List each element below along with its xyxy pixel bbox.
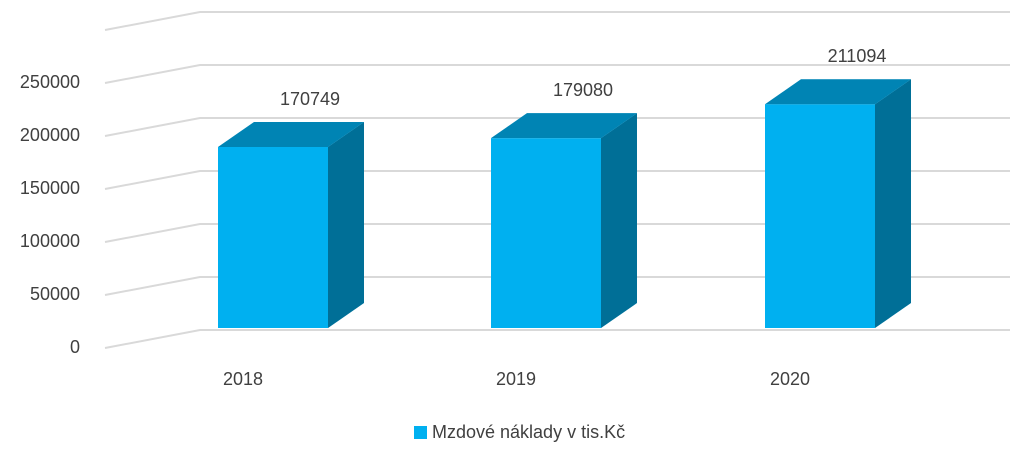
bar-top-shade xyxy=(765,79,911,105)
x-tick-label: 2018 xyxy=(223,369,263,389)
y-tick-label: 200000 xyxy=(20,125,80,145)
bar-side xyxy=(875,79,911,328)
bar-side xyxy=(601,113,637,328)
data-label: 179080 xyxy=(553,80,613,100)
x-tick-label: 2019 xyxy=(496,369,536,389)
y-tick-label: 100000 xyxy=(20,231,80,251)
data-label: 170749 xyxy=(280,89,340,109)
bar-side xyxy=(328,122,364,328)
bar-side-shade xyxy=(328,122,364,328)
bar-top xyxy=(765,79,911,105)
legend-swatch xyxy=(414,426,427,439)
x-tick-label: 2020 xyxy=(770,369,810,389)
bar-top xyxy=(491,113,637,139)
bar-side-shade xyxy=(875,79,911,328)
y-tick-label: 250000 xyxy=(20,72,80,92)
bar xyxy=(765,104,875,328)
grid-line xyxy=(104,170,1010,190)
bar xyxy=(218,147,328,328)
grid-line xyxy=(104,223,1010,243)
grid-line xyxy=(104,329,1010,349)
grid-line xyxy=(104,64,1010,84)
data-label: 211094 xyxy=(828,46,887,66)
bar-top xyxy=(218,122,364,148)
y-tick-label: 50000 xyxy=(30,284,80,304)
legend-label: Mzdové náklady v tis.Kč xyxy=(432,422,625,442)
grid-line xyxy=(104,117,1010,137)
grid-line xyxy=(104,11,1010,31)
grid-line xyxy=(104,276,1010,296)
bar-top-shade xyxy=(491,113,637,139)
y-tick-label: 150000 xyxy=(20,178,80,198)
y-tick-label: 0 xyxy=(70,337,80,357)
bar xyxy=(491,138,601,328)
bar-side-shade xyxy=(601,113,637,328)
bar-top-shade xyxy=(218,122,364,148)
